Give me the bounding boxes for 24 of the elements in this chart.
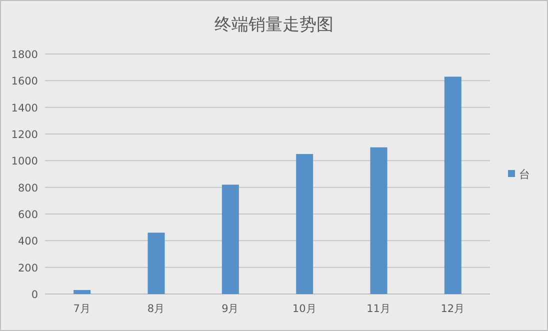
chart-title: 终端销量走势图 bbox=[214, 15, 334, 35]
x-tick-label: 10月 bbox=[292, 303, 317, 315]
y-tick-label: 1400 bbox=[11, 102, 38, 114]
bar bbox=[370, 147, 388, 294]
bar bbox=[74, 290, 91, 294]
y-tick-label: 200 bbox=[18, 262, 38, 274]
y-tick-label: 800 bbox=[18, 182, 38, 194]
y-tick-label: 600 bbox=[18, 209, 38, 221]
x-tick-label: 8月 bbox=[147, 303, 166, 315]
x-tick-label: 7月 bbox=[73, 303, 91, 315]
y-tick-label: 1000 bbox=[11, 156, 38, 168]
bar bbox=[444, 76, 462, 294]
y-tick-label: 1600 bbox=[11, 76, 38, 88]
bar bbox=[222, 184, 239, 294]
x-tick-label: 12月 bbox=[440, 303, 466, 315]
y-tick-label: 0 bbox=[31, 289, 38, 301]
bar bbox=[296, 154, 314, 294]
y-tick-label: 400 bbox=[18, 236, 38, 248]
legend-label: 台 bbox=[519, 168, 530, 181]
x-tick-label: 11月 bbox=[366, 303, 391, 315]
bar bbox=[148, 232, 165, 294]
y-tick-label: 1800 bbox=[11, 49, 38, 61]
y-tick-label: 1200 bbox=[11, 129, 38, 141]
x-tick-label: 9月 bbox=[222, 303, 240, 315]
